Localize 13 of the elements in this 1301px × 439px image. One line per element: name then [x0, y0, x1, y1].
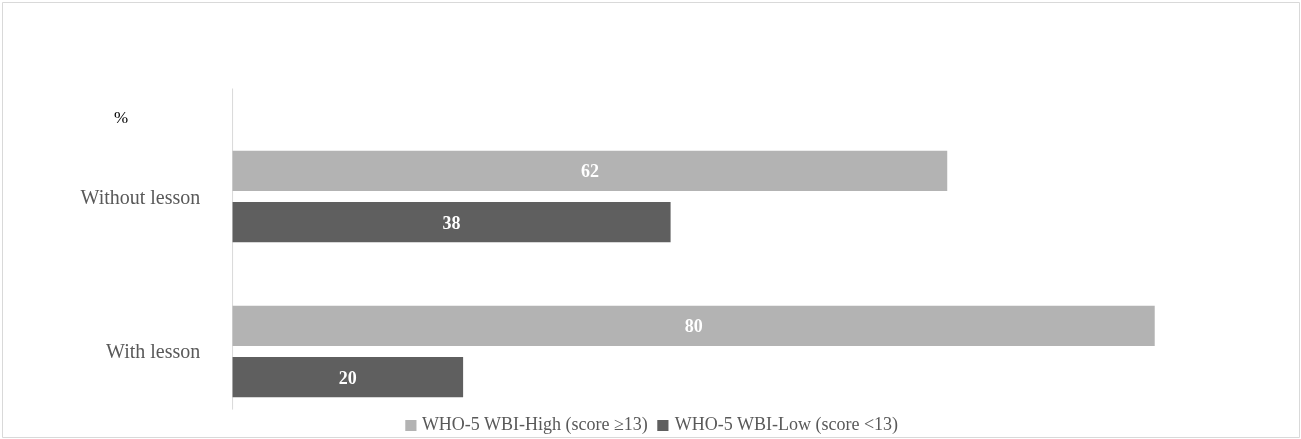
- y-tick-label: With lesson: [106, 340, 201, 363]
- data-label: 80: [684, 316, 703, 337]
- bar: [232, 356, 464, 398]
- y-tick-label: Without lesson: [80, 185, 201, 208]
- bar: [232, 201, 671, 243]
- data-label: 20: [338, 367, 357, 388]
- data-label: 62: [580, 161, 599, 182]
- legend-label: WHO-5 WBI-Low (score <13): [674, 414, 899, 435]
- text: %: [113, 107, 129, 127]
- data-label: 38: [442, 212, 461, 233]
- legend-label: WHO-5 WBI-High (score ≥13): [421, 414, 648, 435]
- bar: [232, 150, 948, 192]
- bar: [232, 305, 1155, 347]
